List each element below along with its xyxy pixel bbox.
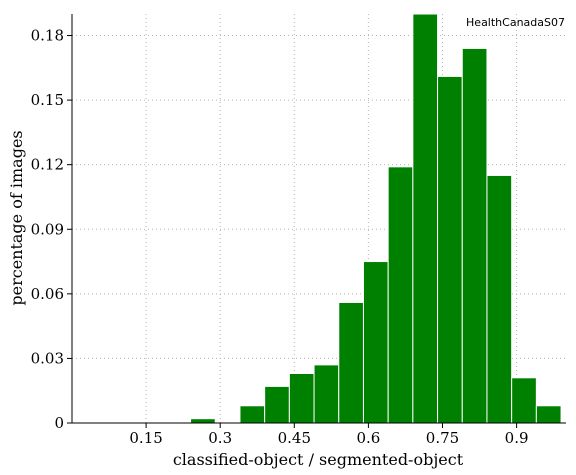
histogram-bar	[288, 372, 315, 424]
y-tick-label: 0.09	[31, 220, 64, 238]
histogram-bar	[338, 301, 364, 424]
axes	[71, 14, 566, 424]
histogram-bar	[535, 405, 562, 424]
x-axis-ticks: 0.15 0.3 0.45 0.6 0.75 0.9	[129, 423, 529, 447]
y-tick-label: 0.15	[31, 91, 64, 109]
y-tick-label: 0.12	[31, 156, 64, 174]
histogram-bar	[264, 385, 290, 424]
y-tick-label: 0.03	[31, 349, 64, 367]
histogram-bar	[461, 47, 488, 424]
y-tick-label: 0.06	[31, 285, 64, 303]
x-axis-label: classified-object / segmented-object	[173, 450, 464, 469]
histogram-bar	[486, 174, 513, 424]
y-axis-label: percentage of images	[7, 130, 26, 305]
y-tick-label: 0.18	[31, 27, 64, 45]
bars	[190, 13, 562, 424]
histogram-bar	[412, 13, 439, 424]
histogram-bar	[387, 166, 414, 424]
y-axis-ticks: 0 0.03 0.06 0.09 0.12 0.15 0.18	[31, 27, 72, 432]
histogram-bar	[437, 75, 463, 424]
y-tick-label: 0	[54, 414, 64, 432]
histogram-bar	[362, 261, 389, 424]
histogram-bar	[190, 418, 216, 424]
x-tick-label: 0.45	[278, 429, 311, 447]
x-tick-label: 0.15	[129, 429, 162, 447]
legend-label: HealthCanadaS07	[466, 16, 565, 29]
histogram-bar	[511, 377, 537, 424]
x-tick-label: 0.6	[356, 429, 380, 447]
x-tick-label: 0.3	[208, 429, 232, 447]
x-tick-label: 0.9	[505, 429, 529, 447]
x-tick-label: 0.75	[426, 429, 459, 447]
histogram-bar	[239, 405, 266, 424]
histogram-bar	[313, 364, 340, 424]
